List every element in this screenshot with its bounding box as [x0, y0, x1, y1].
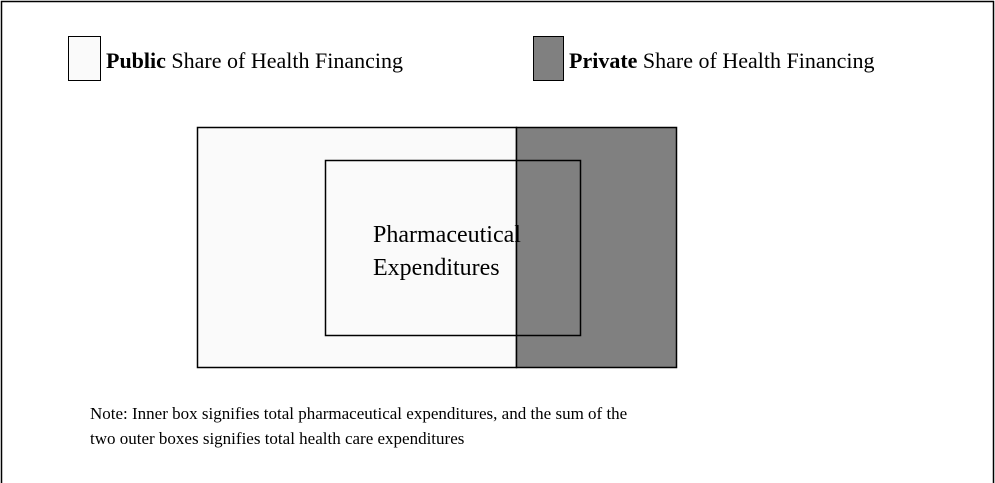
public-legend: Public Share of Health Financing — [106, 48, 403, 73]
pharma-box — [324, 159, 582, 337]
private-box — [515, 126, 678, 369]
public-box — [196, 126, 518, 369]
private-swatch — [533, 36, 564, 81]
box-label: Pharmaceutical — [373, 222, 521, 248]
legend-text: Share of Health Financing — [637, 48, 874, 73]
box-label: Expenditures — [373, 255, 500, 281]
public-swatch — [68, 36, 101, 81]
legend-text: Share of Health Financing — [166, 48, 403, 73]
note: Note: Inner box signifies total pharmace… — [90, 404, 627, 423]
legend-bold: Public — [106, 48, 166, 73]
note: two outer boxes signifies total health c… — [90, 429, 464, 448]
legend-bold: Private — [569, 48, 638, 73]
private-legend: Private Share of Health Financing — [569, 48, 874, 73]
